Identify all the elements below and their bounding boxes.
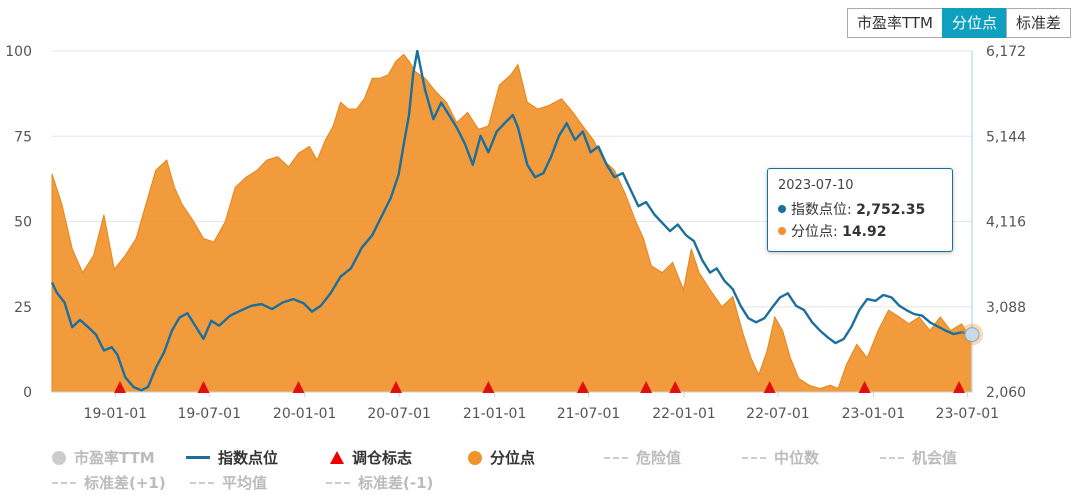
x-tick-label: 22-01-01 <box>652 406 716 422</box>
x-tick-label: 20-01-01 <box>273 406 337 422</box>
x-tick-label: 21-01-01 <box>463 406 527 422</box>
tab-std-dev[interactable]: 标准差 <box>1005 8 1071 38</box>
x-tick-label: 23-01-01 <box>842 406 906 422</box>
rebalance-marker <box>576 381 589 393</box>
index-dot-icon <box>778 205 786 213</box>
y-left-tick-label: 100 <box>5 44 32 60</box>
circle-marker-icon <box>52 450 66 465</box>
valuation-chart: 0 25 50 75 100 2,060 3,088 4,116 5,144 6,172 19-01… <box>5 44 1026 422</box>
tooltip-percentile-value: 14.92 <box>842 224 887 240</box>
legend-pe-ttm[interactable]: 市盈率TTM <box>52 447 155 468</box>
circle-marker-icon <box>468 450 482 465</box>
legend-std-plus[interactable]: 标准差(+1) <box>52 472 166 493</box>
legend-danger[interactable]: 危险值 <box>604 447 681 468</box>
y-left-tick-label: 25 <box>14 300 32 316</box>
tab-pe-ttm[interactable]: 市盈率TTM <box>846 8 943 38</box>
x-tick-label: 20-07-01 <box>367 406 431 422</box>
dash-marker-icon <box>742 456 766 459</box>
y-left-tick-label: 0 <box>23 385 32 401</box>
metric-tabs: 市盈率TTM 分位点 标准差 <box>846 8 1071 38</box>
dash-marker-icon <box>52 481 76 484</box>
dash-marker-icon <box>604 456 628 459</box>
y-right-tick-label: 2,060 <box>986 385 1026 401</box>
rebalance-marker <box>113 381 126 393</box>
x-tick-label: 22-07-01 <box>746 406 810 422</box>
x-tick-label: 21-07-01 <box>557 406 621 422</box>
rebalance-marker <box>858 381 871 393</box>
y-right-tick-label: 4,116 <box>986 215 1026 231</box>
rebalance-marker <box>669 381 682 393</box>
tooltip-index-value: 2,752.35 <box>856 202 926 218</box>
y-right-tick-label: 3,088 <box>986 300 1026 316</box>
dash-marker-icon <box>326 481 350 484</box>
rebalance-marker <box>292 381 305 393</box>
dash-marker-icon <box>190 481 214 484</box>
y-right-tick-label: 5,144 <box>986 129 1026 145</box>
tooltip-date: 2023-07-10 <box>778 178 854 193</box>
tab-percentile[interactable]: 分位点 <box>941 8 1007 38</box>
x-tick-label: 19-07-01 <box>177 406 241 422</box>
tooltip-index-row: 指数点位: 2,752.35 <box>778 199 925 219</box>
percentile-area <box>51 53 973 393</box>
rebalance-marker <box>953 381 966 393</box>
rebalance-marker <box>482 381 495 393</box>
legend-rebalance[interactable]: 调仓标志 <box>330 447 412 468</box>
percentile-dot-icon <box>778 227 786 235</box>
index-line <box>50 49 973 392</box>
dash-marker-icon <box>880 456 904 459</box>
tooltip: 2023-07-10 指数点位: 2,752.35 分位点: 14.92 <box>767 168 953 252</box>
line-marker-icon <box>186 456 210 459</box>
y-left-tick-label: 75 <box>14 129 32 145</box>
legend-average[interactable]: 平均值 <box>190 472 267 493</box>
tooltip-percentile-label: 分位点: <box>791 224 843 240</box>
rebalance-marker <box>390 381 403 393</box>
y-right-tick-label: 6,172 <box>986 44 1026 60</box>
triangle-marker-icon <box>330 451 344 464</box>
y-left-tick-label: 50 <box>14 215 32 231</box>
legend-std-minus[interactable]: 标准差(-1) <box>326 472 433 493</box>
legend-median[interactable]: 中位数 <box>742 447 819 468</box>
tooltip-index-label: 指数点位: <box>791 202 857 218</box>
x-tick-label: 23-07-01 <box>936 406 1000 422</box>
x-tick-label: 19-01-01 <box>84 406 148 422</box>
rebalance-marker <box>763 381 776 393</box>
highlight-point <box>964 327 980 343</box>
tooltip-percentile-row: 分位点: 14.92 <box>778 221 886 241</box>
legend-percentile[interactable]: 分位点 <box>468 447 535 468</box>
rebalance-marker <box>640 381 653 393</box>
legend-opportunity[interactable]: 机会值 <box>880 447 957 468</box>
rebalance-marker <box>197 381 210 393</box>
legend-index[interactable]: 指数点位 <box>186 447 278 468</box>
